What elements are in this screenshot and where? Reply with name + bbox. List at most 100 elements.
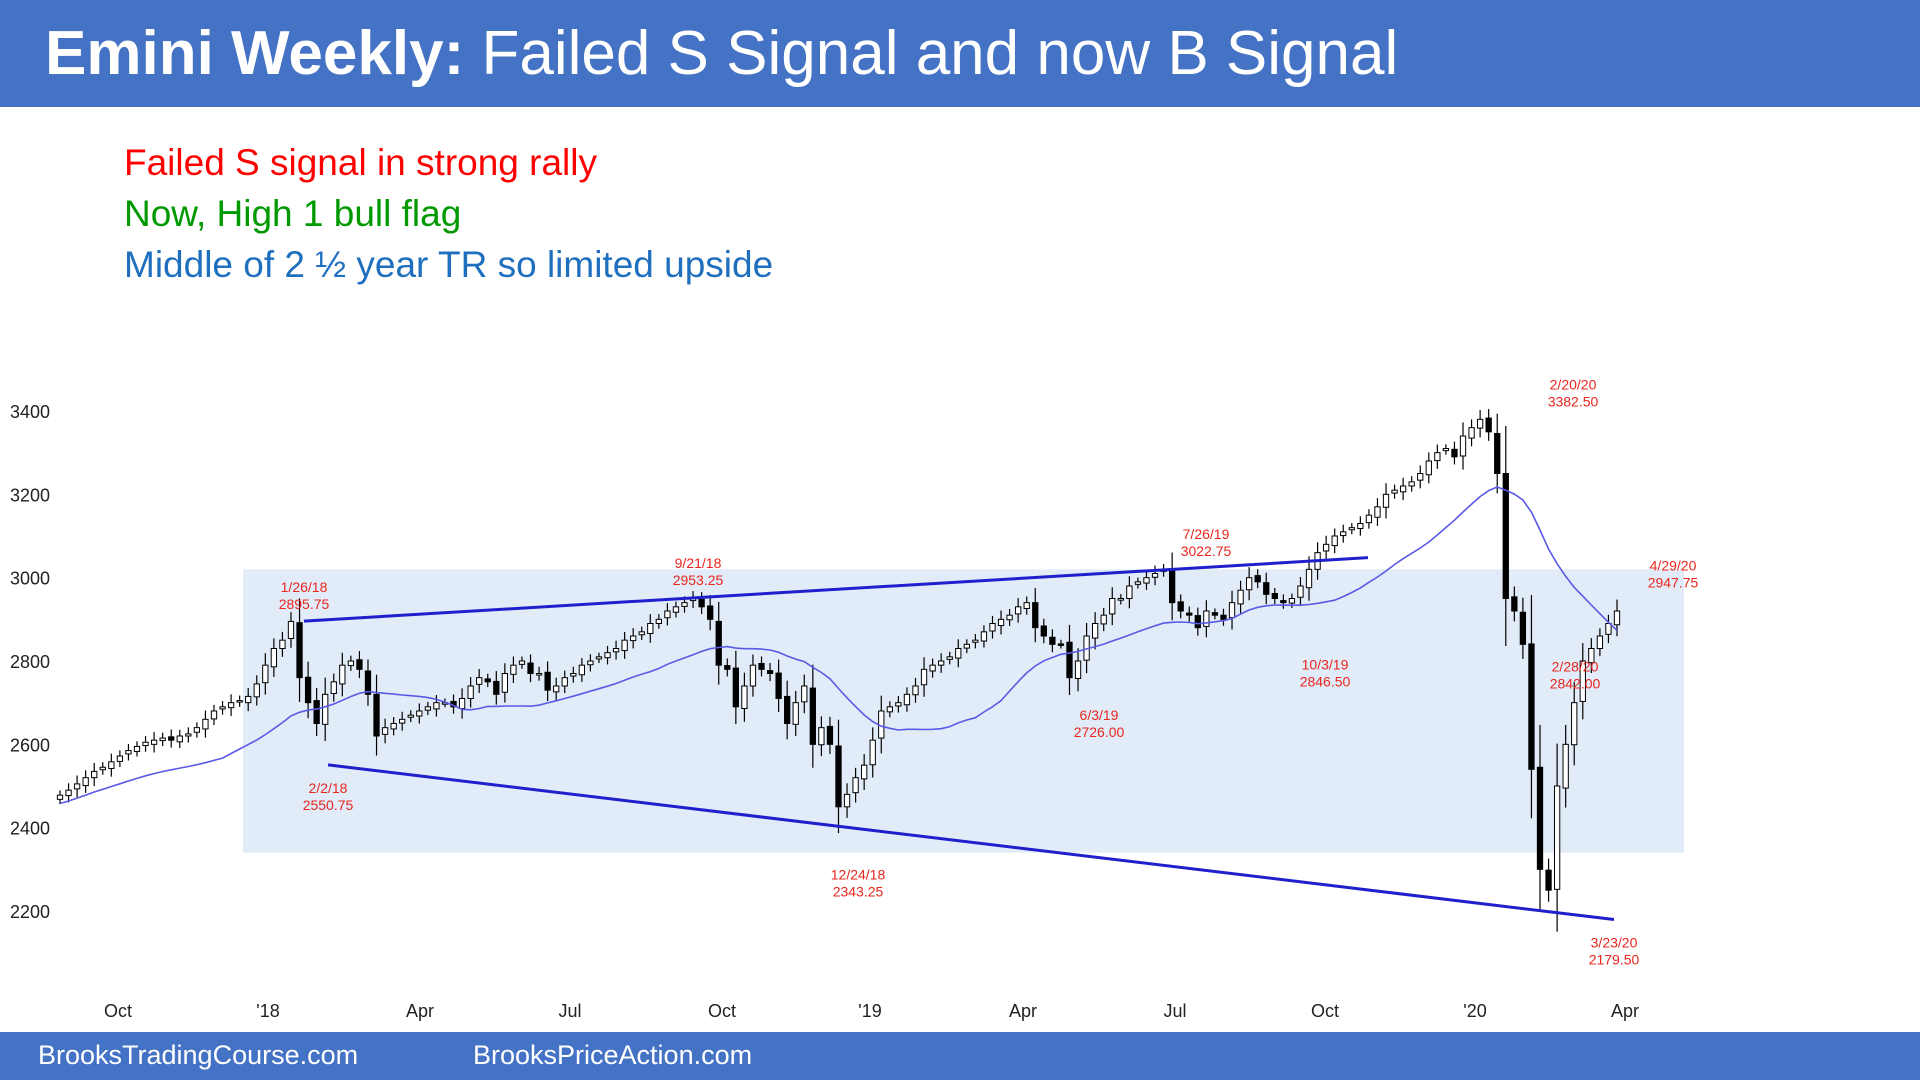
footer-site-price-action[interactable]: BrooksPriceAction.com xyxy=(473,1040,753,1070)
bear-candle xyxy=(527,662,534,674)
bull-candle xyxy=(946,656,953,660)
bull-candle xyxy=(1340,531,1347,537)
bull-candle xyxy=(1562,743,1569,789)
bear-candle xyxy=(724,665,731,670)
bull-candle xyxy=(647,623,654,634)
bull-candle xyxy=(133,745,141,752)
bull-candle xyxy=(1605,623,1612,635)
bull-candle xyxy=(467,685,474,699)
bear-candle xyxy=(732,667,739,708)
bull-candle xyxy=(1365,514,1373,524)
bull-candle xyxy=(1468,427,1475,439)
bull-candle xyxy=(347,660,355,667)
bear-candle xyxy=(1066,641,1073,679)
bull-candle xyxy=(612,648,620,653)
bull-candle xyxy=(1109,598,1116,615)
bull-candle xyxy=(245,695,252,704)
bear-candle xyxy=(1211,612,1219,616)
bull-candle xyxy=(99,766,106,771)
bull-candle xyxy=(262,664,269,684)
bull-candle xyxy=(1322,543,1330,552)
bull-candle xyxy=(236,700,243,703)
bull-candle xyxy=(912,685,919,696)
bull-candle xyxy=(1417,473,1424,481)
bull-candle xyxy=(1348,527,1355,531)
bull-candle xyxy=(749,664,757,687)
bull-candle xyxy=(176,735,183,743)
bull-candle xyxy=(561,677,568,687)
bull-candle xyxy=(578,664,586,676)
bull-candle xyxy=(1382,493,1390,508)
upper-trendline xyxy=(303,556,1369,623)
bull-candle xyxy=(587,660,594,666)
bull-candle xyxy=(339,664,346,685)
bull-candle xyxy=(142,741,149,747)
bear-candle xyxy=(784,695,791,725)
bull-candle xyxy=(458,698,466,709)
annotation-date: 4/29/20 xyxy=(1650,557,1697,573)
bull-candle xyxy=(330,681,337,694)
annotation-date: 12/24/18 xyxy=(831,866,886,882)
bull-candle xyxy=(672,606,680,613)
bull-candle xyxy=(219,706,226,710)
bull-candle xyxy=(1613,610,1621,626)
bear-candle xyxy=(304,676,312,704)
bull-candle xyxy=(664,610,671,619)
bull-candle xyxy=(227,702,235,709)
bear-candle xyxy=(707,605,714,620)
bear-candle xyxy=(1168,569,1176,604)
annotation-price: 2953.25 xyxy=(673,572,724,588)
annotation-price: 3382.50 xyxy=(1548,393,1599,409)
bull-candle xyxy=(279,639,286,650)
bull-candle xyxy=(1408,481,1415,487)
bull-candle xyxy=(1305,568,1313,589)
bear-candle xyxy=(1177,601,1184,612)
bear-candle xyxy=(1271,593,1278,599)
y-tick-label: 2400 xyxy=(10,819,50,839)
bull-candle xyxy=(1015,606,1022,615)
bull-candle xyxy=(938,660,945,666)
bull-candle xyxy=(997,618,1005,627)
annotation-date: 3/23/20 xyxy=(1591,935,1638,951)
x-tick-label: Jul xyxy=(558,1001,581,1021)
bull-candle xyxy=(621,639,628,652)
annotation-price: 2846.50 xyxy=(1300,674,1351,690)
bull-candle xyxy=(895,702,902,707)
bull-candle xyxy=(1117,598,1124,601)
y-tick-label: 2600 xyxy=(10,735,50,755)
x-tick-label: Jul xyxy=(1163,1001,1186,1021)
bull-candle xyxy=(920,668,928,686)
note-failed-s-signal: Failed S signal in strong rally xyxy=(124,142,597,183)
bear-candle xyxy=(313,700,320,724)
bear-candle xyxy=(1280,600,1287,604)
bear-candle xyxy=(296,622,303,679)
x-tick-label: Oct xyxy=(1311,1001,1339,1021)
bear-candle xyxy=(809,687,816,745)
bull-candle xyxy=(929,664,936,672)
page-title: Emini Weekly: Failed S Signal and now B … xyxy=(45,18,1398,90)
bull-candle xyxy=(210,710,218,720)
bear-candle xyxy=(766,670,774,674)
bull-candle xyxy=(972,639,979,643)
bear-candle xyxy=(1545,869,1552,891)
lower-trendline xyxy=(327,763,1615,922)
annotation-price: 2895.75 xyxy=(279,596,330,612)
bull-candle xyxy=(1571,702,1578,746)
bull-candle xyxy=(1134,581,1142,585)
bull-candle xyxy=(818,727,825,746)
bear-candle xyxy=(1040,625,1047,637)
footer-site-trading-course[interactable]: BrooksTradingCourse.com xyxy=(38,1040,359,1070)
bull-candle xyxy=(116,755,124,762)
y-tick-label: 3200 xyxy=(10,485,50,505)
bull-candle xyxy=(510,664,517,675)
bull-candle xyxy=(416,710,423,717)
bull-candle xyxy=(595,656,603,660)
bull-candle xyxy=(1126,585,1133,599)
bull-candle xyxy=(399,718,406,724)
bear-candle xyxy=(1263,582,1270,595)
bull-candle xyxy=(1245,577,1253,591)
bear-candle xyxy=(1057,643,1065,646)
bear-candle xyxy=(1049,636,1056,645)
annotation-price: 2842.00 xyxy=(1550,676,1601,692)
note-trading-range: Middle of 2 ½ year TR so limited upside xyxy=(124,244,774,285)
